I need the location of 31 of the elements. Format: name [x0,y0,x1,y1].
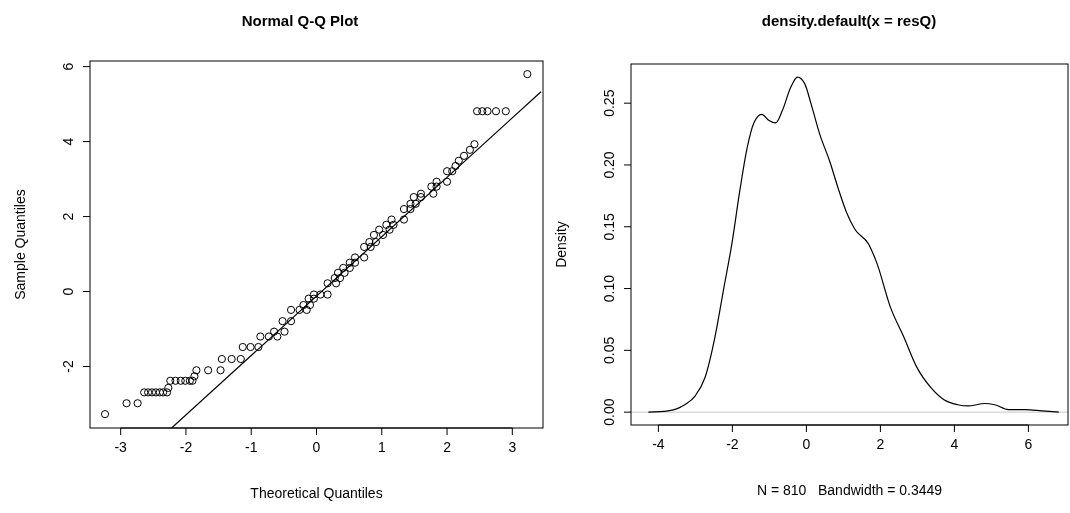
y-tick-label: 0.25 [601,89,617,117]
x-tick-label: -4 [652,436,665,452]
y-tick-label: 4 [60,137,76,146]
x-tick-label: 2 [443,439,452,455]
x-axis-title: Theoretical Quantiles [250,485,383,501]
x-tick-label: 0 [802,436,811,452]
y-tick-label: 0.05 [601,336,617,364]
x-tick-label: 2 [876,436,885,452]
x-tick-label: 3 [508,439,517,455]
x-tick-label: -2 [179,439,193,455]
y-tick-label: -2 [60,360,76,373]
x-tick-label: 0 [312,439,321,455]
x-tick-label: 6 [1024,436,1033,452]
x-tick-label: -3 [114,439,128,455]
y-axis-title: Density [553,221,569,268]
y-tick-label: 2 [60,212,76,221]
line-series [647,76,1060,413]
x-tick-label: 4 [950,436,959,452]
y-tick-label: 0.00 [601,398,617,426]
chart-title: Normal Q-Q Plot [241,12,359,29]
chart-title: density.default(x = resQ) [761,12,937,29]
x-tick-label: 1 [377,439,386,455]
x-tick-label: -1 [245,439,258,455]
x-tick-label: -2 [726,436,739,452]
y-tick-label: 0.20 [601,151,617,179]
x-axis-title: N = 810 Bandwidth = 0.3449 [756,482,943,498]
y-tick-label: 0 [60,287,76,296]
y-tick-label: 0.10 [601,274,617,303]
y-tick-label: 6 [60,62,76,71]
y-axis-title: Sample Quantiles [12,189,28,300]
y-tick-label: 0.15 [601,212,617,241]
